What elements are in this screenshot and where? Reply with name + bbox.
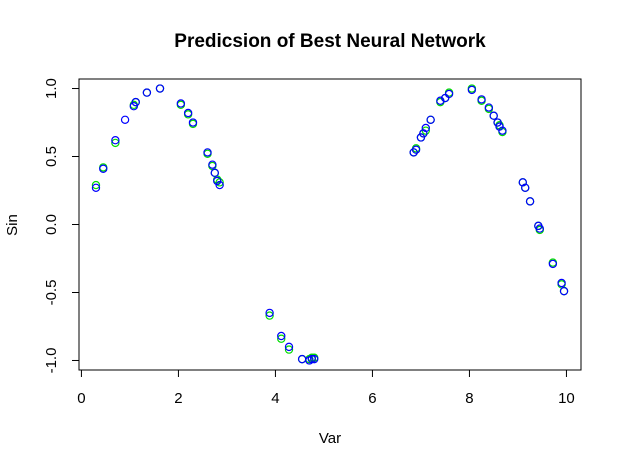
data-point-predicted xyxy=(498,126,507,135)
data-point-predicted xyxy=(213,176,222,186)
y-tick-label: 0.0 xyxy=(43,214,60,235)
data-point-predicted xyxy=(203,148,212,157)
data-point-predicted xyxy=(518,178,527,187)
data-point-predicted xyxy=(215,180,224,190)
data-points xyxy=(91,84,569,365)
x-axis-label: Var xyxy=(319,430,341,447)
y-tick-label: -1.0 xyxy=(43,348,60,374)
data-point-predicted xyxy=(265,308,274,318)
chart-title: Predicsion of Best Neural Network xyxy=(174,31,486,52)
data-point-predicted xyxy=(444,89,454,99)
data-point-predicted xyxy=(208,160,217,169)
data-point-predicted xyxy=(493,118,502,127)
data-point-predicted xyxy=(310,354,319,364)
data-point-predicted xyxy=(307,354,317,364)
series-predicted xyxy=(91,84,569,365)
y-tick-label: 1.0 xyxy=(43,78,60,99)
data-point-predicted xyxy=(111,135,120,145)
data-point-actual xyxy=(111,138,120,148)
data-point-predicted xyxy=(436,96,445,105)
x-tick-label: 6 xyxy=(368,390,376,407)
data-point-predicted xyxy=(467,85,477,95)
data-point-predicted xyxy=(489,111,498,120)
data-point-predicted xyxy=(176,99,186,108)
data-point-predicted xyxy=(411,145,421,154)
data-point-predicted xyxy=(525,197,535,206)
data-point-predicted xyxy=(129,101,139,111)
data-point-actual xyxy=(421,126,430,135)
plot-frame xyxy=(78,78,582,371)
y-axis: -1.0 -0.5 0.0 0.5 1.0 xyxy=(43,78,80,374)
y-axis-label: Sin xyxy=(4,214,21,236)
x-tick-label: 2 xyxy=(174,390,182,407)
data-point-predicted xyxy=(535,224,544,233)
data-point-predicted xyxy=(419,129,428,138)
data-point-predicted xyxy=(142,88,152,97)
data-point-predicted xyxy=(131,97,140,107)
data-point-actual xyxy=(277,334,286,343)
data-point-actual xyxy=(265,311,274,320)
data-point-predicted xyxy=(557,278,566,288)
x-axis: 0 2 4 6 8 10 xyxy=(77,369,575,407)
x-tick-label: 10 xyxy=(558,390,575,407)
data-point-predicted xyxy=(477,95,486,104)
data-point-predicted xyxy=(91,183,101,192)
data-point-predicted xyxy=(188,118,198,127)
y-tick-label: -0.5 xyxy=(43,280,60,306)
data-point-predicted xyxy=(284,342,294,352)
x-tick-label: 4 xyxy=(271,390,279,407)
data-point-predicted xyxy=(297,354,307,364)
data-point-actual xyxy=(284,345,294,354)
data-point-predicted xyxy=(155,84,165,93)
data-point-predicted xyxy=(421,123,430,133)
data-point-predicted xyxy=(183,108,193,118)
data-point-predicted xyxy=(559,286,569,296)
data-point-predicted xyxy=(521,183,530,192)
x-tick-label: 0 xyxy=(77,390,85,407)
data-point-predicted xyxy=(416,133,426,142)
data-point-predicted xyxy=(409,148,418,157)
data-point-predicted xyxy=(120,115,130,124)
data-point-predicted xyxy=(210,168,220,178)
data-point-predicted xyxy=(548,259,558,269)
data-point-actual xyxy=(91,180,101,190)
x-tick-label: 8 xyxy=(465,390,473,407)
y-tick-label: 0.5 xyxy=(43,146,60,167)
data-point-predicted xyxy=(426,115,435,124)
data-point-predicted xyxy=(277,331,286,341)
data-point-predicted xyxy=(99,164,108,173)
data-point-predicted xyxy=(484,103,494,112)
